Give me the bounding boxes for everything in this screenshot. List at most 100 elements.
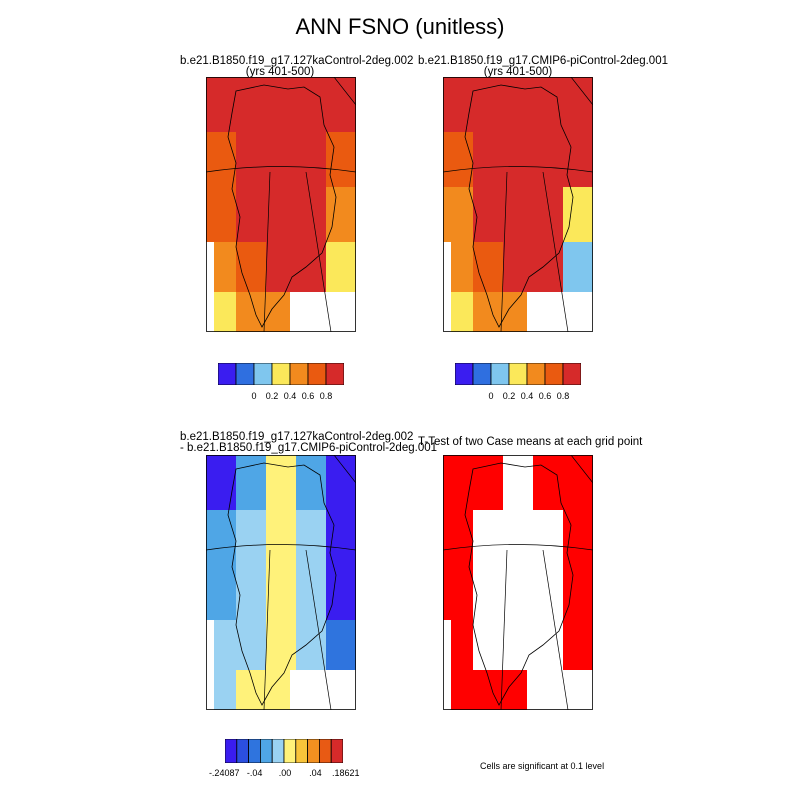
data-cell	[326, 620, 356, 670]
colorbar-swatch	[253, 363, 273, 385]
meridian-line	[263, 171, 271, 333]
data-cell	[563, 187, 593, 242]
ttest-note: Cells are significant at 0.1 level	[480, 761, 605, 771]
meridian-line	[333, 77, 356, 106]
latitude-line	[443, 166, 593, 173]
data-cell	[206, 77, 236, 132]
data-cell	[236, 565, 266, 620]
coastline	[464, 84, 574, 328]
data-cell	[326, 455, 356, 510]
latitude-line	[206, 166, 356, 173]
data-cell	[236, 77, 266, 132]
colorbar-swatch	[289, 363, 309, 385]
colorbar-swatch	[271, 739, 285, 763]
data-cell	[296, 187, 326, 242]
panel-title-diff: b.e21.B1850.f19_g17.127kaControl-2deg.00…	[180, 431, 438, 454]
panel-title-case1-line2: (yrs 401-500)	[245, 66, 315, 78]
meridian-line	[500, 171, 508, 333]
panel-title-case2: b.e21.B1850.f19_g17.CMIP6-piControl-2deg…	[418, 55, 668, 78]
data-cell	[451, 670, 477, 710]
data-cell	[503, 620, 533, 670]
colorbar-swatch	[544, 363, 564, 385]
panel-title-ttest-line1: T-Test of two Case means at each grid po…	[418, 436, 643, 448]
meridian-line	[263, 549, 271, 710]
data-cell	[266, 455, 296, 510]
data-cell	[473, 132, 503, 187]
data-cell	[214, 670, 240, 710]
colorbar-swatch	[271, 363, 291, 385]
meridian-line	[570, 455, 593, 484]
colorbar-tick-label: .00	[278, 768, 292, 778]
meridian-line	[500, 549, 508, 710]
colorbar-swatch	[526, 363, 546, 385]
colorbar-diff	[225, 739, 343, 763]
colorbar-swatch	[307, 363, 327, 385]
data-cell	[326, 242, 356, 292]
data-cell	[473, 565, 503, 620]
coastline	[227, 84, 337, 328]
data-cell	[266, 292, 290, 332]
colorbar-tick-label: -.04	[246, 768, 263, 778]
data-cell	[214, 242, 240, 292]
data-cell	[443, 510, 473, 565]
data-cell	[296, 455, 326, 510]
data-cell	[266, 132, 296, 187]
data-cell	[443, 187, 473, 242]
data-cell	[503, 132, 533, 187]
data-cell	[533, 132, 563, 187]
data-cell	[206, 132, 236, 187]
data-cell	[563, 620, 593, 670]
data-cell	[533, 455, 563, 510]
colorbar-swatch	[235, 363, 255, 385]
panel-title-diff-line2: - b.e21.B1850.f19_g17.CMIP6-piControl-2d…	[180, 442, 438, 454]
colorbar-tick-label: -.24087	[208, 768, 240, 778]
data-cell	[296, 620, 326, 670]
data-cell	[563, 242, 593, 292]
colorbar-diff-labels: -.24087 -.04 .00 .04 .18621	[205, 768, 365, 780]
colorbar-tick-label: 0.6	[301, 391, 315, 401]
colorbar-tick-label: 0.4	[520, 391, 534, 401]
data-cell	[451, 292, 477, 332]
map-case2	[443, 77, 593, 333]
colorbar-swatch	[236, 739, 250, 763]
data-cell	[266, 77, 296, 132]
meridian-line	[570, 77, 593, 106]
colorbar-swatch	[330, 739, 343, 763]
data-cell	[443, 455, 473, 510]
data-cell	[296, 77, 326, 132]
colorbar-swatch	[225, 739, 238, 763]
panel-title-diff-line1: b.e21.B1850.f19_g17.127kaControl-2deg.00…	[180, 431, 414, 443]
data-cell	[533, 242, 563, 292]
data-cell	[503, 670, 527, 710]
data-cell	[296, 510, 326, 565]
data-cell	[443, 77, 473, 132]
colorbar-swatch	[248, 739, 261, 763]
colorbar-tick-label: 0.8	[319, 391, 333, 401]
map-frame	[443, 77, 593, 332]
data-cell	[206, 455, 236, 510]
data-cell	[206, 510, 236, 565]
colorbar-swatch	[472, 363, 492, 385]
data-cell	[206, 565, 236, 620]
data-cell	[266, 565, 296, 620]
colorbar-tick-label: 0.4	[283, 391, 297, 401]
colorbar-case2	[455, 363, 581, 385]
data-cell	[214, 292, 240, 332]
map-diff	[206, 455, 356, 710]
data-cell	[563, 455, 593, 510]
data-cell	[236, 187, 266, 242]
data-cell	[206, 187, 236, 242]
panel-title-case1-line1: b.e21.B1850.f19_g17.127kaControl-2deg.00…	[180, 55, 414, 67]
colorbar-case1-labels: 0 0.2 0.4 0.6 0.8	[218, 391, 344, 403]
colorbar-tick-label: 0	[251, 391, 257, 401]
data-cell	[533, 620, 563, 670]
figure-title: ANN FSNO (unitless)	[295, 14, 505, 39]
map-ttest	[443, 455, 593, 710]
data-cell	[266, 242, 296, 292]
coastline	[227, 462, 337, 706]
colorbar-swatch	[325, 363, 344, 385]
map-frame	[443, 455, 593, 710]
data-cell	[266, 510, 296, 565]
map-case1	[206, 77, 356, 333]
data-cell	[503, 187, 533, 242]
